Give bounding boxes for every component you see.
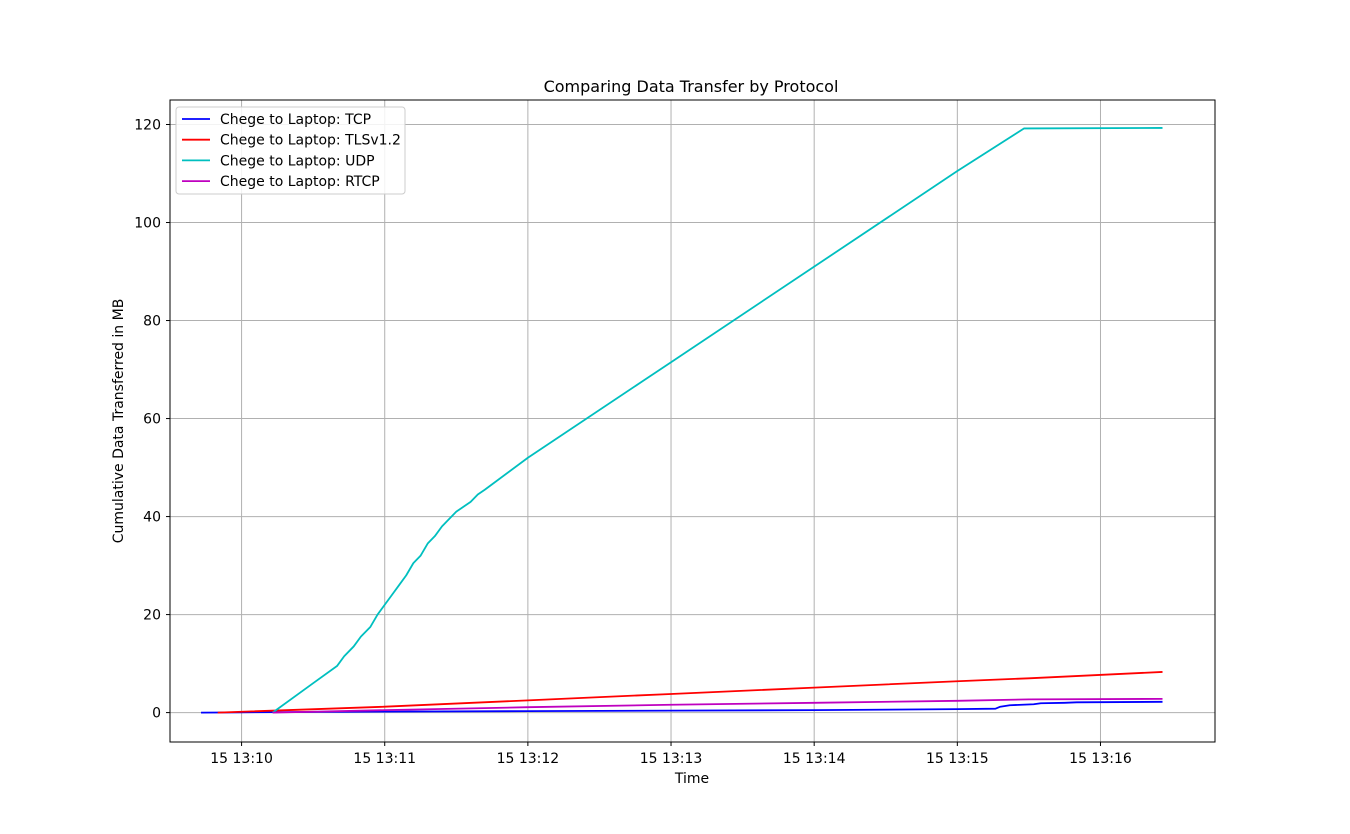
- legend-label: Chege to Laptop: TLSv1.2: [220, 133, 401, 149]
- plot-frame: [169, 99, 1216, 743]
- legend-label: Chege to Laptop: TCP: [220, 112, 371, 128]
- series-lines: [201, 127, 1163, 714]
- series-line-2: [217, 671, 1163, 714]
- series-line-3: [272, 127, 1163, 714]
- x-tick-label: 15 13:15: [926, 751, 989, 767]
- y-axis-label: Cumulative Data Transferred in MB: [111, 299, 127, 544]
- y-tick-label: 80: [143, 314, 161, 330]
- y-axis-ticks: 0 20 40 60 80 100 120: [134, 118, 170, 722]
- series-line-1: [201, 700, 1163, 714]
- y-tick-label: 40: [143, 510, 161, 526]
- y-tick-label: 100: [134, 216, 161, 232]
- x-tick-label: 15 13:12: [497, 751, 560, 767]
- x-axis-label: Time: [674, 771, 709, 787]
- y-tick-label: 20: [143, 608, 161, 624]
- y-tick-label: 0: [152, 706, 161, 722]
- x-tick-label: 15 13:14: [783, 751, 846, 767]
- legend-label: Chege to Laptop: RTCP: [220, 174, 380, 190]
- chart-title: Comparing Data Transfer by Protocol: [544, 77, 839, 96]
- x-tick-label: 15 13:13: [640, 751, 703, 767]
- x-tick-label: 15 13:10: [210, 751, 273, 767]
- legend-label: Chege to Laptop: UDP: [220, 153, 375, 169]
- x-tick-label: 15 13:16: [1069, 751, 1132, 767]
- legend: Chege to Laptop: TCP Chege to Laptop: TLS…: [175, 106, 406, 195]
- x-tick-label: 15 13:11: [353, 751, 416, 767]
- series-line-4: [272, 697, 1163, 714]
- y-tick-label: 60: [143, 412, 161, 428]
- y-tick-label: 120: [134, 118, 161, 134]
- x-axis-ticks: 15 13:10 15 13:11 15 13:12 15 13:13 15 13:14…: [210, 742, 1132, 767]
- legend-box: [175, 106, 406, 195]
